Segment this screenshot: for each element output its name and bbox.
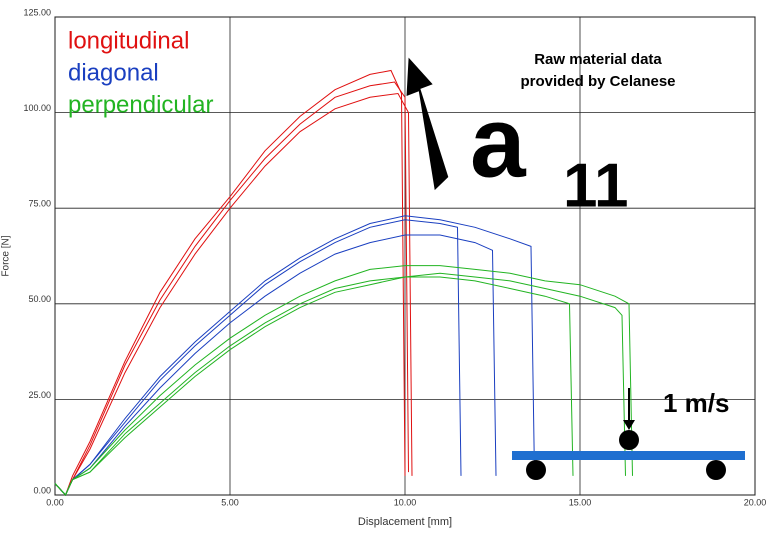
legend-entry: perpendicular <box>68 91 213 118</box>
y-tick-label: 125.00 <box>23 7 51 17</box>
legend-entry: diagonal <box>68 59 159 86</box>
speed-label: 1 m/s <box>663 388 730 418</box>
symbol-subscript: 11 <box>563 151 629 220</box>
source-note: Raw material data provided by Celanese <box>520 51 675 90</box>
impactor <box>619 430 639 450</box>
y-tick-label: 100.00 <box>23 103 51 113</box>
support <box>706 460 726 480</box>
curves <box>54 69 633 496</box>
curve <box>54 265 633 496</box>
y-axis-label: Force [N] <box>1 235 12 276</box>
x-tick-label: 20.00 <box>744 497 767 507</box>
x-tick-label: 5.00 <box>221 497 239 507</box>
symbol: a <box>470 86 527 198</box>
y-tick-label: 25.00 <box>28 390 51 400</box>
curve <box>54 272 626 496</box>
y-tick-label: 50.00 <box>28 294 51 304</box>
x-tick-label: 10.00 <box>394 497 417 507</box>
y-tick-label: 75.00 <box>28 199 51 209</box>
curve <box>54 81 409 496</box>
legend-entry: longitudinal <box>68 27 189 54</box>
x-axis-label: Displacement [mm] <box>358 516 452 528</box>
beam <box>512 451 745 460</box>
x-tick-label: 0.00 <box>46 497 64 507</box>
arrow <box>406 57 449 191</box>
x-tick-label: 15.00 <box>569 497 592 507</box>
curve <box>54 219 462 496</box>
impact-arrow-head <box>623 420 635 430</box>
curve <box>54 69 406 496</box>
support <box>526 460 546 480</box>
curve <box>54 92 413 496</box>
y-tick-label: 0.00 <box>33 485 51 495</box>
